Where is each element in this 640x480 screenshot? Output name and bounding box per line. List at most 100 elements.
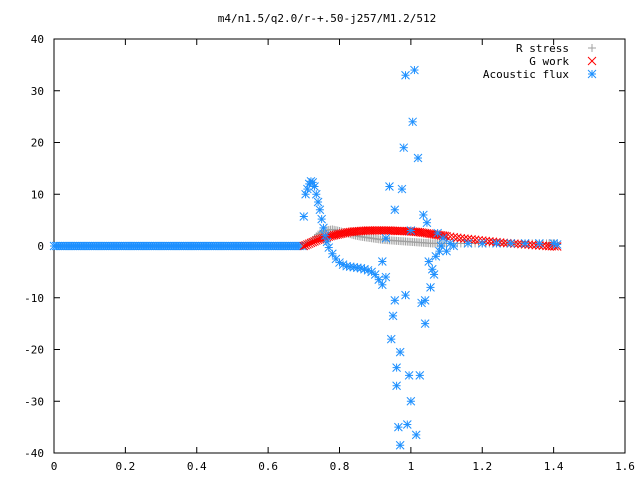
y-tick-label: -40 — [24, 447, 44, 460]
data-point — [406, 226, 416, 235]
data-point — [388, 311, 398, 321]
data-point — [320, 231, 330, 241]
data-point — [499, 238, 509, 248]
data-point — [319, 223, 328, 233]
data-point — [402, 420, 412, 429]
data-point — [417, 228, 426, 237]
y-tick-label: 20 — [31, 137, 44, 150]
y-tick-label: 10 — [31, 188, 44, 201]
data-point — [470, 235, 480, 245]
data-point — [399, 143, 409, 153]
data-point — [427, 264, 437, 274]
data-point — [313, 197, 323, 207]
data-point — [419, 228, 428, 238]
x-tick-label: 0.2 — [115, 460, 135, 473]
data-point — [381, 233, 391, 243]
data-point — [328, 249, 337, 259]
data-point — [310, 182, 319, 191]
x-tick-label: 0 — [51, 460, 58, 473]
series-1 — [299, 226, 562, 251]
data-point — [442, 246, 451, 256]
data-point — [324, 232, 334, 242]
data-point — [390, 205, 400, 215]
x-tick-label: 0.6 — [258, 460, 278, 473]
data-point — [420, 228, 430, 238]
data-point — [322, 237, 332, 247]
data-point — [392, 381, 401, 391]
data-point — [463, 239, 473, 248]
data-point — [329, 230, 339, 240]
data-point — [408, 117, 418, 127]
data-point — [424, 257, 434, 266]
data-point — [336, 229, 346, 239]
data-point — [413, 227, 423, 237]
data-point — [420, 295, 430, 305]
x-tick-label: 0.4 — [187, 460, 207, 473]
y-tick-label: -30 — [24, 395, 44, 408]
data-point — [411, 430, 421, 440]
chart-title: m4/n1.5/q2.0/r-+.50-j257/M1.2/512 — [218, 12, 437, 25]
legend-marker — [587, 69, 597, 79]
data-point — [377, 280, 387, 290]
data-point — [395, 440, 405, 450]
data-point — [315, 205, 325, 215]
y-tick-label: 0 — [37, 240, 44, 253]
legend-label: Acoustic flux — [483, 68, 569, 81]
data-point — [394, 422, 403, 432]
data-point — [449, 241, 459, 251]
data-point — [415, 227, 425, 237]
data-point — [495, 238, 505, 247]
x-tick-label: 1.2 — [472, 460, 492, 473]
data-point — [449, 232, 459, 242]
series-layer — [49, 65, 562, 450]
x-tick-label: 1.6 — [615, 460, 635, 473]
baseline-markers — [49, 241, 307, 251]
data-point — [460, 234, 469, 243]
data-point — [456, 233, 466, 243]
data-point — [397, 184, 407, 194]
data-point — [410, 65, 419, 75]
data-point — [427, 229, 437, 239]
data-point — [513, 239, 523, 249]
data-point — [395, 347, 405, 357]
data-point — [506, 239, 516, 248]
data-point — [422, 228, 432, 238]
data-point — [463, 234, 473, 244]
y-axis: 40 30 20 10 0 -10 -20 -30 -40 — [24, 33, 625, 460]
data-point — [406, 396, 416, 406]
data-point — [413, 153, 423, 163]
x-tick-label: 0.8 — [330, 460, 350, 473]
y-tick-label: -20 — [24, 344, 44, 357]
data-point — [426, 283, 435, 292]
data-point — [534, 239, 544, 248]
data-point — [549, 239, 558, 248]
data-point — [404, 371, 414, 380]
data-point — [340, 228, 350, 238]
x-axis: 0 0.2 0.4 0.6 0.8 1 1.2 1.4 1.6 — [51, 39, 635, 473]
y-tick-label: 40 — [31, 33, 44, 46]
data-point — [520, 239, 530, 248]
data-point — [424, 229, 434, 238]
series-2 — [299, 65, 562, 450]
data-point — [445, 232, 455, 242]
data-point — [370, 270, 380, 279]
data-point — [401, 70, 410, 80]
data-point — [386, 334, 396, 344]
data-point — [342, 228, 351, 237]
data-point — [392, 363, 401, 372]
data-point — [438, 233, 448, 243]
data-point — [328, 231, 337, 241]
legend-label: G work — [529, 55, 569, 68]
data-point — [303, 184, 312, 194]
data-point — [527, 240, 537, 250]
data-point — [381, 272, 391, 282]
data-point — [492, 239, 501, 248]
legend-marker — [587, 56, 597, 66]
legend-label: R stress — [516, 42, 569, 55]
data-point — [415, 371, 425, 380]
data-point — [401, 290, 410, 300]
data-point — [422, 218, 432, 228]
x-tick-label: 1 — [408, 460, 415, 473]
